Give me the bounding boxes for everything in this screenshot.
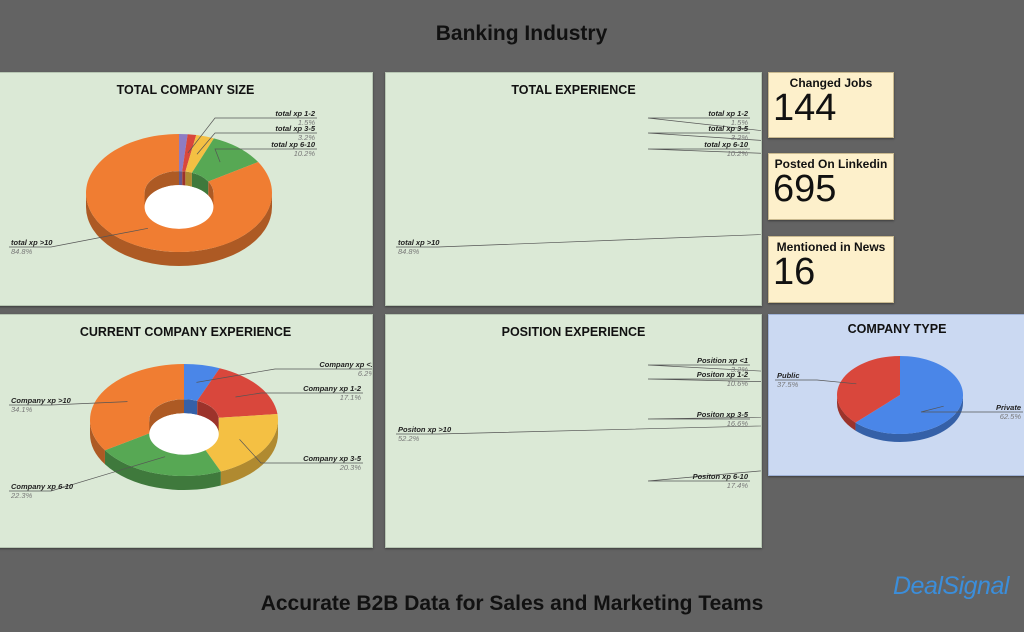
donut-hole-floor [145, 185, 214, 229]
donut-chart-current-company-experience: Company xp <16.2% Company xp 1-217.1% Comp… [0, 315, 372, 547]
slice-label: Company xp 1-2 [303, 384, 362, 393]
slice-label: Positon xp 6-10 [693, 472, 749, 481]
stat-value: 144 [773, 87, 836, 130]
stat-value: 16 [773, 251, 815, 294]
slice-label: total xp 1-2 [708, 109, 748, 118]
slice-label: Positon xp 1-2 [697, 370, 749, 379]
slice-percent: 10.6% [727, 379, 749, 388]
chart-panel-position-experience: POSITION EXPERIENCE Position xp <1 3.2% Po… [385, 314, 762, 548]
slice-label: Position xp <1 [697, 356, 748, 365]
slice-percent: 22.3% [10, 491, 33, 500]
slice-label: total xp 3-5 [275, 124, 315, 133]
slice-percent: 17.1% [340, 393, 362, 402]
slice-label: Company xp >10 [11, 396, 72, 405]
slice-label: total xp >10 [11, 238, 53, 247]
donut-chart-position-experience: Position xp <13.2%Positon xp 1-210.6% Pos… [386, 315, 761, 547]
slice-percent: 84.8% [398, 247, 420, 256]
slice-percent: 84.8% [11, 247, 33, 256]
slice-label: total xp 6-10 [271, 140, 316, 149]
stat-card-posted-on-linkedin: Posted On Linkedin 695 [768, 153, 894, 220]
slice-inner-wall-total-xp-1-2 [182, 171, 185, 185]
slice-label: total xp 3-5 [708, 124, 748, 133]
slice-label: total xp 1-2 [275, 109, 315, 118]
leader-line [396, 228, 761, 247]
slice-label: Positon xp 3-5 [697, 410, 749, 419]
footer-tagline: Accurate B2B Data for Sales and Marketin… [0, 592, 1024, 616]
slice-percent: 6.2% [358, 369, 372, 378]
donut-hole-floor [149, 413, 219, 454]
slice-percent: 34.1% [11, 405, 33, 414]
slice-label: Positon xp >10 [398, 425, 452, 434]
chart-panel-company-type: COMPANY TYPE Private 62.5% Public 37.5% [768, 314, 1024, 476]
page-title: Banking Industry [0, 22, 1024, 46]
slice-inner-wall-total-xp-3-5 [185, 172, 192, 187]
stat-card-changed-jobs: Changed Jobs 144 [768, 72, 894, 138]
donut-chart-total-experience: total xp 1-21.5%total xp 3-53.2%total xp… [386, 73, 761, 305]
chart-panel-total-company-size: TOTAL COMPANY SIZE total xp 1-2 1.5% total… [0, 72, 373, 306]
slice-label: Public [777, 371, 800, 380]
slice-percent: 17.4% [727, 481, 749, 490]
chart-panel-total-experience: TOTAL EXPERIENCE total xp 1-2 1.5% total x… [385, 72, 762, 306]
slice-inner-wall-slice [179, 171, 182, 185]
slice-label: total xp >10 [398, 238, 440, 247]
donut-chart-total-company-size: total xp 1-21.5%total xp 3-53.2%total xp… [0, 73, 372, 305]
stat-card-mentioned-in-news: Mentioned in News 16 [768, 236, 894, 303]
chart-panel-current-company-experience: CURRENT COMPANY EXPERIENCE Company xp <1… [0, 314, 373, 548]
slice-label: Private [996, 403, 1021, 412]
slice-label: total xp 6-10 [704, 140, 749, 149]
slice-label: Company xp 6-10 [11, 482, 74, 491]
slice-label: Company xp <1 [319, 360, 372, 369]
slice-percent: 52.2% [398, 434, 420, 443]
slice-inner-wall-company-xp-1 [184, 399, 197, 415]
slice-percent: 10.2% [727, 149, 749, 158]
slice-label: Company xp 3-5 [303, 454, 362, 463]
slice-percent: 37.5% [777, 380, 799, 389]
stat-value: 695 [773, 168, 836, 211]
slice-percent: 20.3% [339, 463, 362, 472]
slice-percent: 10.2% [294, 149, 316, 158]
slice-percent: 62.5% [1000, 412, 1022, 421]
